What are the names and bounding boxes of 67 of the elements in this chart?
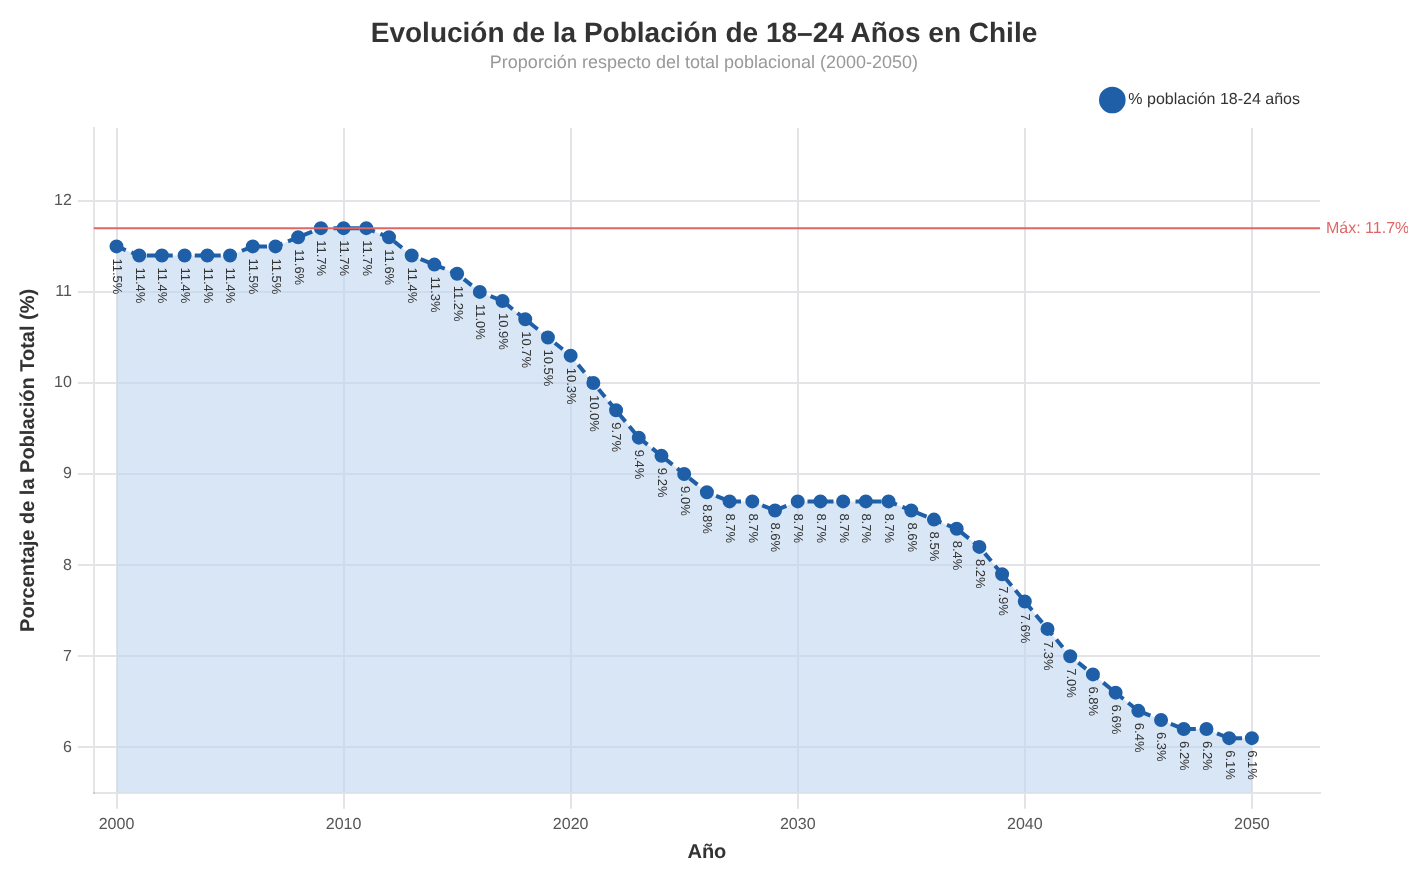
x-tick-label: 2040 [1007, 814, 1044, 833]
point [654, 448, 669, 463]
point [995, 567, 1010, 582]
legend-label: % población 18-24 años [1128, 90, 1301, 109]
point [1108, 685, 1123, 700]
point [813, 494, 828, 509]
point [540, 330, 555, 345]
point [132, 248, 147, 263]
point [949, 521, 964, 536]
point [495, 294, 510, 309]
x-tick-label: 2010 [325, 814, 363, 833]
point [1131, 703, 1146, 718]
chart-title: Evolución de la Población de 18–24 Años en Chile [368, 16, 1040, 48]
point [858, 494, 873, 509]
point [677, 467, 692, 482]
point [745, 494, 760, 509]
point [472, 284, 487, 299]
point [427, 257, 442, 272]
y-axis-title: Porcentaje de la Población Total (%) [17, 288, 40, 632]
point [1017, 594, 1032, 609]
point [1176, 722, 1191, 737]
x-axis-title: Año [687, 841, 727, 864]
y-tick-label: 9 [62, 464, 73, 483]
point [1085, 667, 1100, 682]
point [881, 494, 896, 509]
x-tick-label: 2020 [552, 814, 590, 833]
x-tick-label: 2000 [98, 814, 136, 833]
x-tick-label: 2030 [779, 814, 817, 833]
point [904, 503, 919, 518]
point [154, 248, 169, 263]
point [631, 430, 646, 445]
point [1222, 731, 1237, 746]
point [926, 512, 941, 527]
point [109, 239, 124, 254]
point [450, 266, 465, 281]
x-tick-label: 2050 [1234, 814, 1271, 833]
point [722, 494, 737, 509]
point [1040, 621, 1055, 636]
point [1199, 722, 1214, 737]
point [245, 239, 260, 254]
point [1063, 649, 1078, 664]
point [768, 503, 783, 518]
point [223, 248, 238, 263]
point [563, 348, 578, 363]
y-tick-label: 12 [53, 191, 73, 210]
point [609, 403, 624, 418]
point [291, 230, 306, 245]
point [586, 375, 601, 390]
y-tick-label: 6 [62, 737, 73, 756]
y-tick-label: 7 [62, 646, 73, 665]
point [268, 239, 283, 254]
point [404, 248, 419, 263]
y-tick-label: 11 [55, 282, 73, 301]
point [699, 485, 714, 500]
point [1154, 712, 1169, 727]
point [836, 494, 851, 509]
point [381, 230, 396, 245]
point [518, 312, 533, 327]
point [177, 248, 192, 263]
point [972, 539, 987, 554]
point [790, 494, 805, 509]
y-tick-label: 8 [62, 555, 73, 574]
ref-line-label: Máx: 11.7% [1326, 218, 1408, 237]
point [1244, 731, 1259, 746]
y-tick-label: 10 [53, 373, 73, 392]
point [200, 248, 215, 263]
chart-subtitle: Proporción respecto del total poblacional (2000-2050) [487, 52, 921, 72]
